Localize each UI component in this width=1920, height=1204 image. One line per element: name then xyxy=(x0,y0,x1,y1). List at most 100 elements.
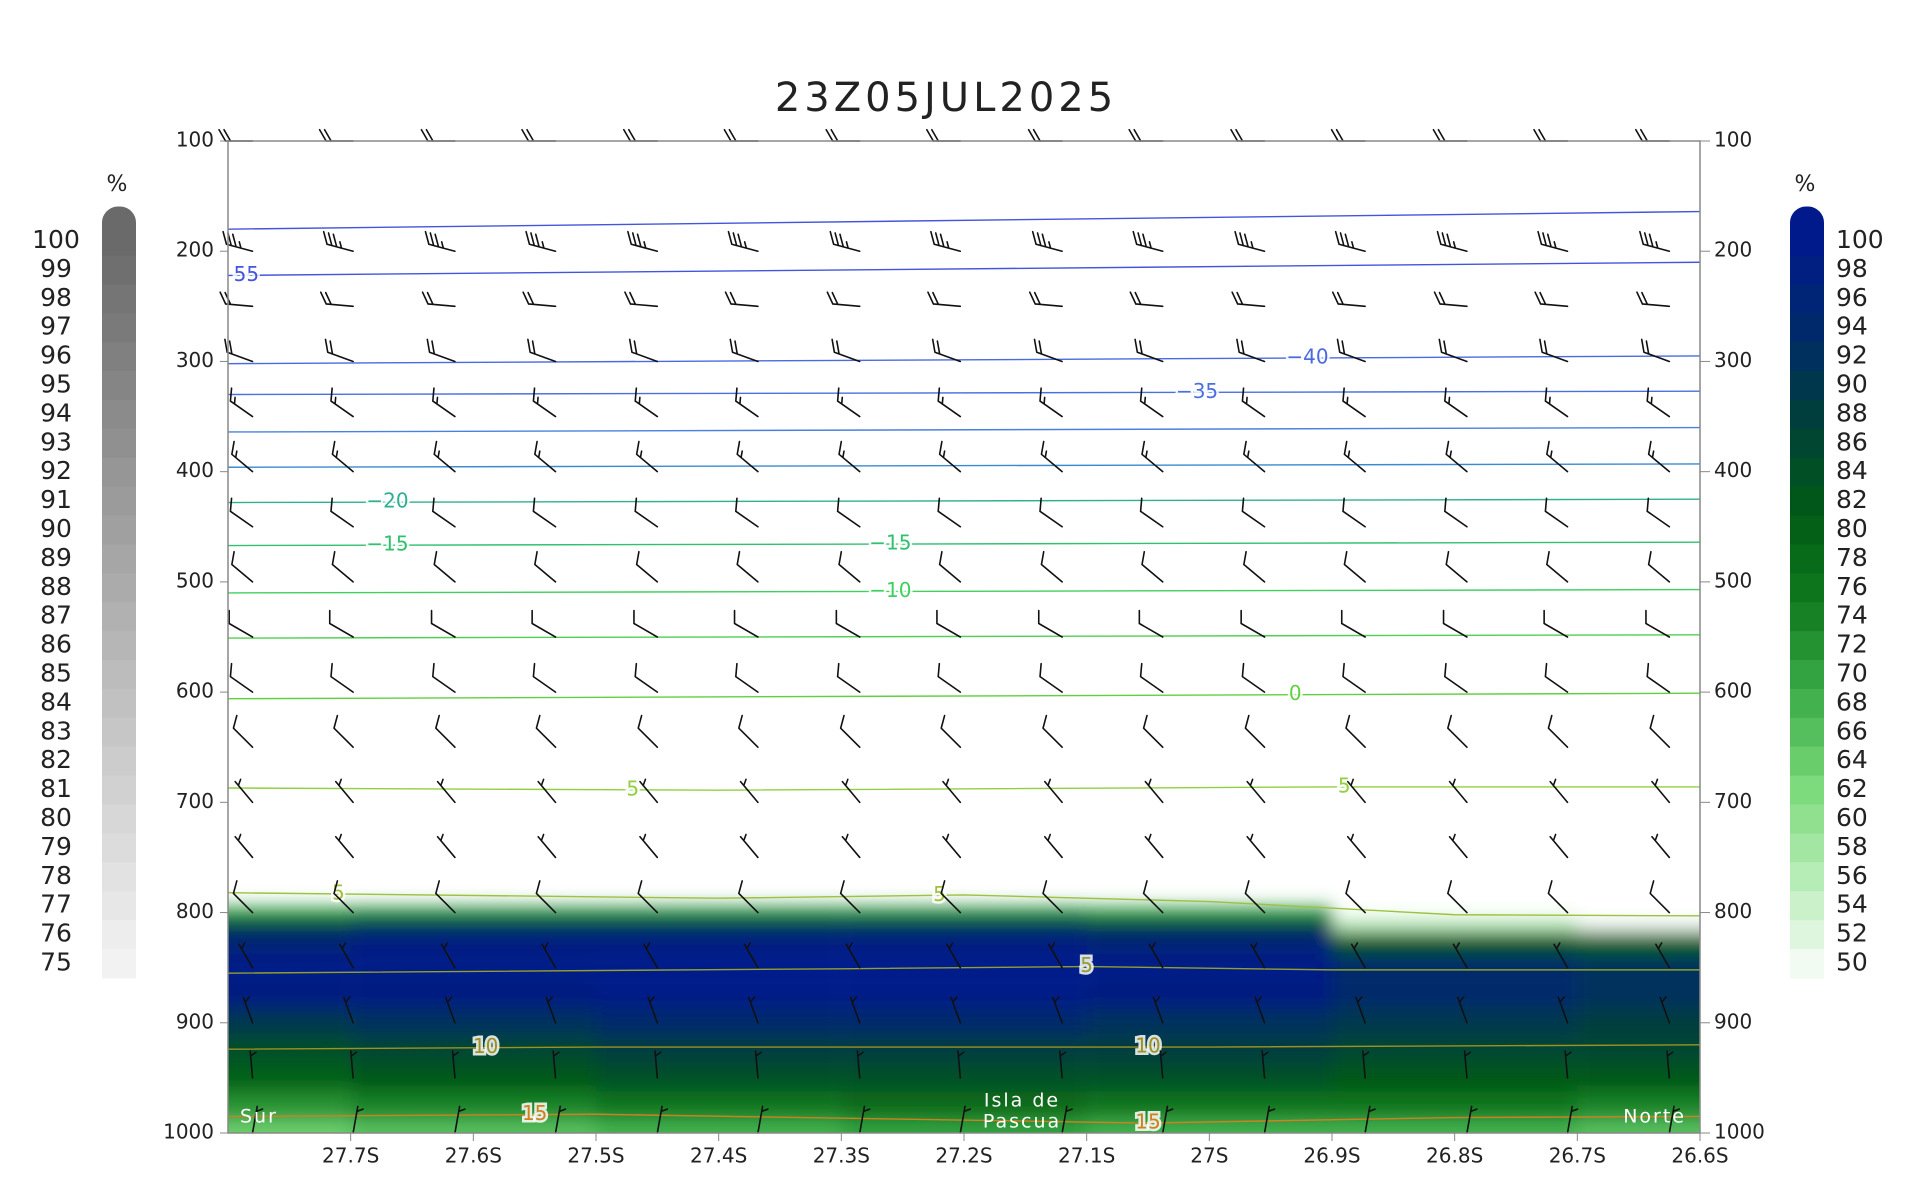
humidity-cell xyxy=(228,1064,351,1092)
y2-tick-label: 300 xyxy=(1714,348,1752,372)
wind-barb xyxy=(733,609,759,638)
wind-barb xyxy=(234,778,254,804)
wind-barb xyxy=(435,880,456,914)
colorbar-label: 98 xyxy=(40,283,72,312)
wind-barb xyxy=(735,497,759,528)
wind-barb xyxy=(639,833,659,859)
wind-barb xyxy=(757,1105,769,1134)
colorbar-label: 82 xyxy=(40,745,72,774)
wind-barb xyxy=(1263,1105,1276,1134)
wind-barb xyxy=(454,1105,466,1134)
humidity-cell xyxy=(350,1036,596,1065)
x-tick-label: 27.5S xyxy=(567,1144,624,1168)
y-tick-label: 800 xyxy=(176,899,214,923)
contour-label: −15 xyxy=(366,532,408,556)
wind-barb xyxy=(1649,714,1671,749)
humidity-cell xyxy=(1332,918,1578,932)
colorbar-unit: % xyxy=(107,172,128,197)
humidity-cell xyxy=(1577,918,1700,932)
isotherm xyxy=(228,892,1700,917)
humidity-cell xyxy=(841,907,1087,919)
wind-barb xyxy=(1250,942,1266,969)
wind-barb xyxy=(937,662,962,693)
wind-barb xyxy=(656,1105,669,1134)
wind-barb xyxy=(754,1050,763,1079)
wind-barb xyxy=(838,440,861,473)
contour-label: 10 xyxy=(473,1034,498,1058)
colorbar-label: 84 xyxy=(40,687,72,716)
wind-barb xyxy=(1039,387,1063,418)
wind-barb xyxy=(522,291,557,308)
wind-barb xyxy=(1340,609,1366,638)
humidity-cell xyxy=(228,931,351,954)
wind-barb xyxy=(1161,1105,1174,1134)
wind-barb xyxy=(738,714,759,749)
isotherm xyxy=(228,588,1700,594)
humidity-cell xyxy=(1086,931,1332,954)
wind-barb xyxy=(541,942,557,969)
humidity-cell xyxy=(1577,953,1700,982)
colorbar-label: 62 xyxy=(1836,774,1868,803)
x-tick-label: 27.4S xyxy=(690,1144,747,1168)
wind-barb xyxy=(537,778,557,804)
y-tick-label: 1000 xyxy=(163,1120,214,1144)
colorbar-segment xyxy=(1790,457,1824,488)
humidity-cell xyxy=(350,1009,596,1037)
colorbar-segment xyxy=(1790,515,1824,545)
isotherm xyxy=(228,634,1700,639)
x-tick-label: 27.3S xyxy=(813,1144,870,1168)
wind-barb xyxy=(858,1105,871,1134)
wind-barb xyxy=(938,440,962,473)
wind-barb xyxy=(1647,550,1671,583)
wind-barb xyxy=(1241,497,1266,528)
humidity-cell xyxy=(1332,882,1577,908)
wind-barb xyxy=(338,942,354,969)
colorbar-segment xyxy=(102,457,136,488)
wind-barb xyxy=(735,387,759,418)
wind-barb xyxy=(623,128,659,142)
wind-barb xyxy=(334,778,354,804)
wind-barb xyxy=(349,1050,358,1079)
wind-barb xyxy=(1343,550,1366,583)
wind-barb xyxy=(634,387,659,418)
wind-barb xyxy=(1640,338,1671,363)
wind-barb xyxy=(521,128,557,142)
isotherm xyxy=(228,498,1700,504)
wind-barb xyxy=(1557,996,1569,1024)
contour-label: −35 xyxy=(1176,379,1218,403)
colorbar-segment xyxy=(1790,486,1824,517)
wind-barb xyxy=(1444,387,1468,418)
wind-barb xyxy=(218,128,254,142)
colorbar-segment xyxy=(1790,342,1824,372)
colorbar-segment xyxy=(1790,717,1824,748)
humidity-cell xyxy=(841,1064,1087,1092)
humidity-cell xyxy=(1087,882,1332,908)
wind-barb xyxy=(322,230,354,253)
wind-barb xyxy=(1236,338,1266,363)
x-tick-label: 26.7S xyxy=(1549,1144,1606,1168)
humidity-cell xyxy=(1577,1064,1700,1092)
wind-barb xyxy=(1546,550,1569,583)
wind-barb xyxy=(736,440,759,473)
x-tick-label: 27S xyxy=(1190,1144,1228,1168)
wind-barb xyxy=(435,714,456,749)
contour-label: 10 xyxy=(1135,1034,1160,1058)
wind-barb xyxy=(1432,128,1468,142)
wind-barb xyxy=(647,996,659,1024)
contour-label: 15 xyxy=(522,1101,547,1125)
colorbar-label: 88 xyxy=(1836,398,1868,427)
colorbar-segment xyxy=(102,486,136,517)
wind-barb xyxy=(937,387,962,418)
colorbar-label: 91 xyxy=(40,485,72,514)
colorbar-segment xyxy=(102,313,136,343)
wind-barb xyxy=(1433,291,1468,308)
contour-label: −20 xyxy=(366,489,408,513)
wind-barb xyxy=(959,1105,972,1134)
wind-barb xyxy=(1138,609,1164,638)
colorbar-label: 86 xyxy=(1836,427,1868,456)
wind-barb xyxy=(1028,291,1063,308)
wind-barb xyxy=(724,291,759,308)
humidity-cell xyxy=(1086,1091,1332,1120)
colorbar-unit: % xyxy=(1795,172,1816,197)
wind-barb xyxy=(727,230,759,253)
